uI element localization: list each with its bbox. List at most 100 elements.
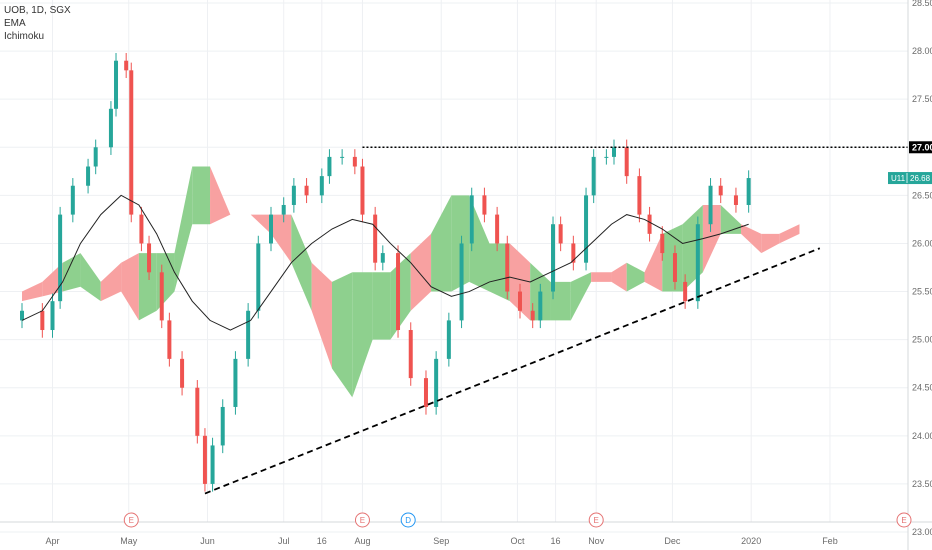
candle-body [469,195,474,244]
candle-body [672,253,677,282]
cloud-segment [644,233,663,292]
cloud-segment [250,214,272,234]
candle-body [459,243,464,321]
cloud-segment [469,195,490,292]
support-trendline [204,247,821,495]
x-tick-label: Dec [664,536,681,546]
cloud-segment [121,253,139,321]
candle-body [20,310,25,321]
candle-body [695,224,700,302]
legend-symbol[interactable]: UOB, 1D, SGX [4,5,71,16]
legend-ichimoku[interactable]: Ichimoku [4,31,45,42]
candle-body [108,108,113,148]
legend-ema[interactable]: EMA [4,18,26,29]
candle-body [637,176,642,215]
y-tick-label: 25.50 [912,287,932,297]
candle-body [147,243,152,273]
candle-body [319,176,324,196]
candle-body [210,445,215,484]
cloud-segment [410,233,432,311]
cloud-segment [431,195,452,292]
cloud-segment [311,262,332,369]
x-tick-label: May [120,536,138,546]
candle-body [624,147,629,177]
y-tick-label: 26.00 [912,238,932,248]
candle-body [281,204,286,215]
event-marker-e [588,512,604,528]
candle-body [495,214,500,244]
candle-body [558,224,563,244]
y-tick-label: 28.00 [912,46,932,56]
cloud-segment [570,272,592,321]
cloud-segment [662,224,683,292]
candle-body [683,281,688,302]
candle-body [708,185,713,225]
x-tick-label: Jun [200,536,215,546]
candle-body [269,214,274,244]
candle-body [202,435,207,484]
cloud-segment [702,204,721,273]
y-axis-labels: 23.00 23.50 24.00 24.50 25.00 25.50 26.00 26.50… [912,0,932,537]
y-tick-label: 24.50 [912,383,932,393]
last-price-tag [888,172,932,185]
candle-body [408,330,413,379]
cloud-segment [80,253,101,302]
cloud-segment [779,224,800,244]
x-tick-label: Oct [510,536,525,546]
candle-body [304,185,309,196]
cloud-segment [509,243,531,321]
event-marker-label: E [360,516,365,525]
cloud-segment [156,253,175,311]
cloud-segment [210,166,231,225]
y-tick-label: 23.50 [912,479,932,489]
resistance-price-tag [909,141,932,154]
y-tick-label: 26.50 [912,190,932,200]
candle-body [373,214,378,263]
candle-body [551,224,556,292]
chart-legend: UOB, 1D, SGX EMA Ichimoku [4,4,71,43]
candle-body [124,60,129,71]
y-tick-label: 25.00 [912,335,932,345]
x-tick-label: Nov [588,536,605,546]
cloud-segment [372,272,391,340]
candle-body [571,243,576,263]
candle-body [611,147,616,157]
candle-body [70,185,75,215]
cloud-segment [291,214,312,311]
cloud-segment [331,272,353,398]
candle-body [446,320,451,359]
cloud-segment [489,243,510,302]
x-tick-label: 2020 [741,536,761,546]
x-tick-label: Apr [45,536,59,546]
cloud-segment [741,224,762,254]
candle-body [291,185,296,205]
candle-body [180,358,185,388]
cloud-segment [192,166,211,225]
candle-body [360,166,365,215]
cloud-segment [174,166,193,292]
candle-body [93,147,98,167]
candle-body [591,156,596,196]
event-marker-e [896,512,912,528]
candle-body [352,156,357,167]
x-tick-label: 16 [317,536,327,546]
candle-body [482,195,487,215]
candle-body [604,156,609,158]
candle-body [114,60,119,109]
candle-body [538,291,543,321]
candle-body [327,156,332,177]
event-marker-d [400,512,416,528]
cloud-segment [591,272,612,282]
y-tick-label: 23.00 [912,527,932,537]
candles [20,53,751,492]
cloud-segment [626,262,645,292]
candle-body [396,253,401,331]
x-tick-label: Aug [354,536,370,546]
cloud-segment [720,204,742,234]
candle-body [167,320,172,359]
cloud-segment [22,281,43,302]
candle-body [129,70,134,215]
x-axis-labels: Apr May Jun Jul 16 Aug Sep Oct 16 Nov Dec 2020 Feb [45,536,837,546]
